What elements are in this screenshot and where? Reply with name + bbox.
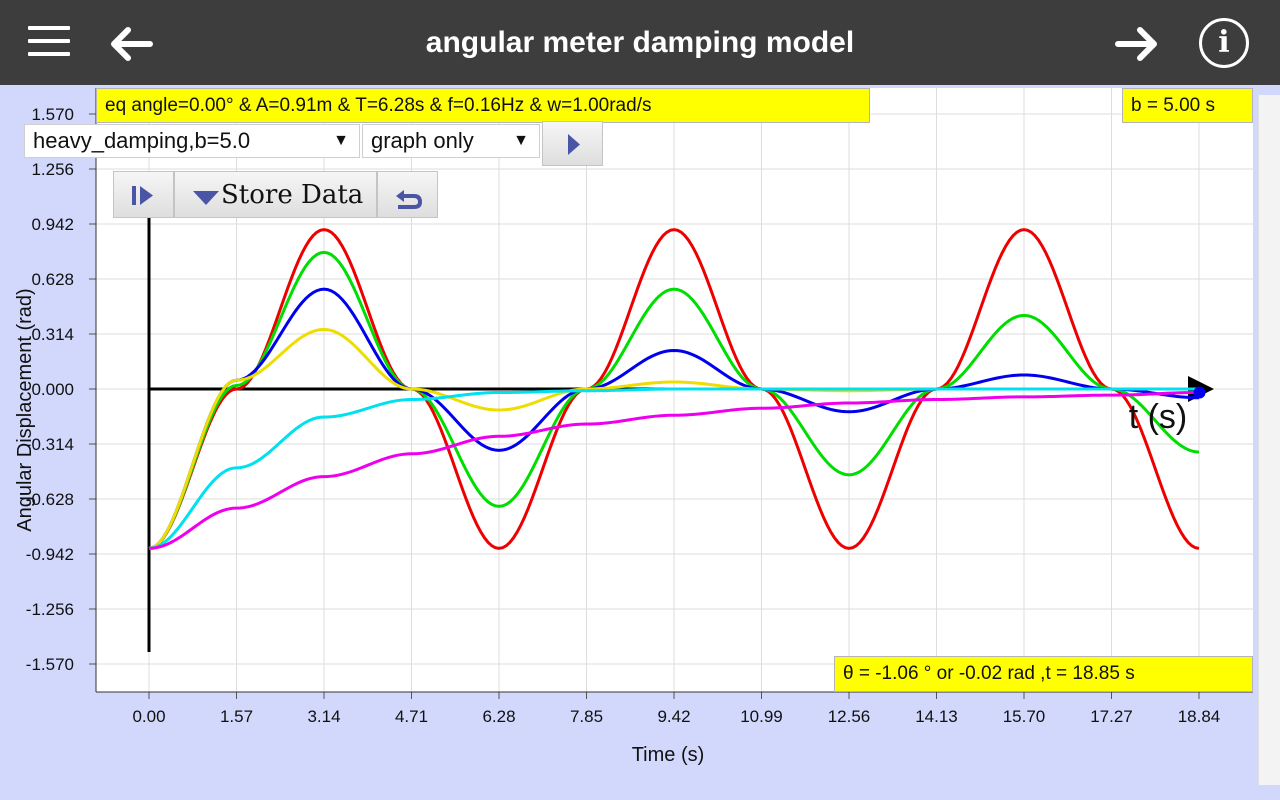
store-data-label: Store Data: [221, 180, 364, 210]
x-tick-label: 6.28: [482, 707, 515, 726]
view-mode-value: graph only: [371, 128, 474, 153]
damping-readout: b = 5.00 s: [1122, 88, 1253, 123]
x-tick-label: 15.70: [1003, 707, 1046, 726]
x-tick-label: 9.42: [657, 707, 690, 726]
x-axis-label: Time (s): [632, 744, 705, 766]
view-mode-select[interactable]: graph only ▼: [362, 124, 540, 158]
parameters-readout: eq angle=0.00° & A=0.91m & T=6.28s & f=0…: [96, 88, 870, 123]
position-marker: [1193, 386, 1206, 399]
dropdown-arrow-icon: ▼: [513, 132, 529, 149]
undo-button[interactable]: [377, 171, 438, 218]
series-line: [148, 228, 1200, 550]
x-tick-label: 10.99: [740, 707, 783, 726]
step-forward-icon: [132, 186, 153, 205]
y-tick-label: 0.314: [31, 325, 74, 344]
y-tick-label: -0.628: [26, 490, 74, 509]
x-tick-label: 3.14: [307, 707, 340, 726]
x-tick-label: 4.71: [395, 707, 428, 726]
x-tick-label: 1.57: [220, 707, 253, 726]
x-tick-label: 18.84: [1178, 707, 1221, 726]
damping-case-select[interactable]: heavy_damping,b=5.0 ▼: [24, 124, 360, 158]
y-tick-label: -0.942: [26, 545, 74, 564]
play-icon: [568, 134, 580, 155]
x-tick-label: 0.00: [132, 707, 165, 726]
forward-arrow-icon[interactable]: [1114, 24, 1162, 64]
hamburger-menu-icon[interactable]: [28, 26, 70, 60]
y-tick-label: -0.314: [26, 435, 74, 454]
series-line: [148, 287, 1200, 550]
y-tick-label: 1.570: [31, 105, 74, 124]
dropdown-arrow-icon: ▼: [333, 132, 349, 149]
page-title: angular meter damping model: [425, 26, 855, 59]
back-arrow-icon[interactable]: [106, 24, 154, 64]
angle-time-readout: θ = -1.06 ° or -0.02 rad ,t = 18.85 s: [834, 656, 1253, 692]
triangle-down-icon: [193, 191, 219, 205]
y-axis-label: Angular Displacement (rad): [14, 288, 36, 531]
series-line: [148, 391, 1200, 550]
y-tick-label: -1.570: [26, 655, 74, 674]
store-data-button[interactable]: Store Data: [174, 171, 377, 218]
play-button[interactable]: [542, 121, 603, 166]
app-bar: angular meter damping model i: [0, 0, 1280, 85]
x-tick-label: 12.56: [828, 707, 871, 726]
y-tick-label: 0.000: [31, 380, 74, 399]
info-icon[interactable]: i: [1199, 18, 1249, 68]
damping-case-value: heavy_damping,b=5.0: [33, 128, 251, 153]
time-axis-label: t (s): [1129, 398, 1188, 436]
series-line: [148, 250, 1200, 550]
y-tick-label: -1.256: [26, 600, 74, 619]
scrollbar[interactable]: [1258, 95, 1280, 785]
series-line: [148, 387, 1199, 550]
x-tick-label: 14.13: [915, 707, 958, 726]
step-button[interactable]: [113, 171, 174, 218]
undo-icon: [396, 190, 423, 209]
y-tick-label: 1.256: [31, 160, 74, 179]
x-tick-label: 7.85: [570, 707, 603, 726]
y-tick-label: 0.628: [31, 270, 74, 289]
x-tick-label: 17.27: [1090, 707, 1133, 726]
y-tick-label: 0.942: [31, 215, 74, 234]
